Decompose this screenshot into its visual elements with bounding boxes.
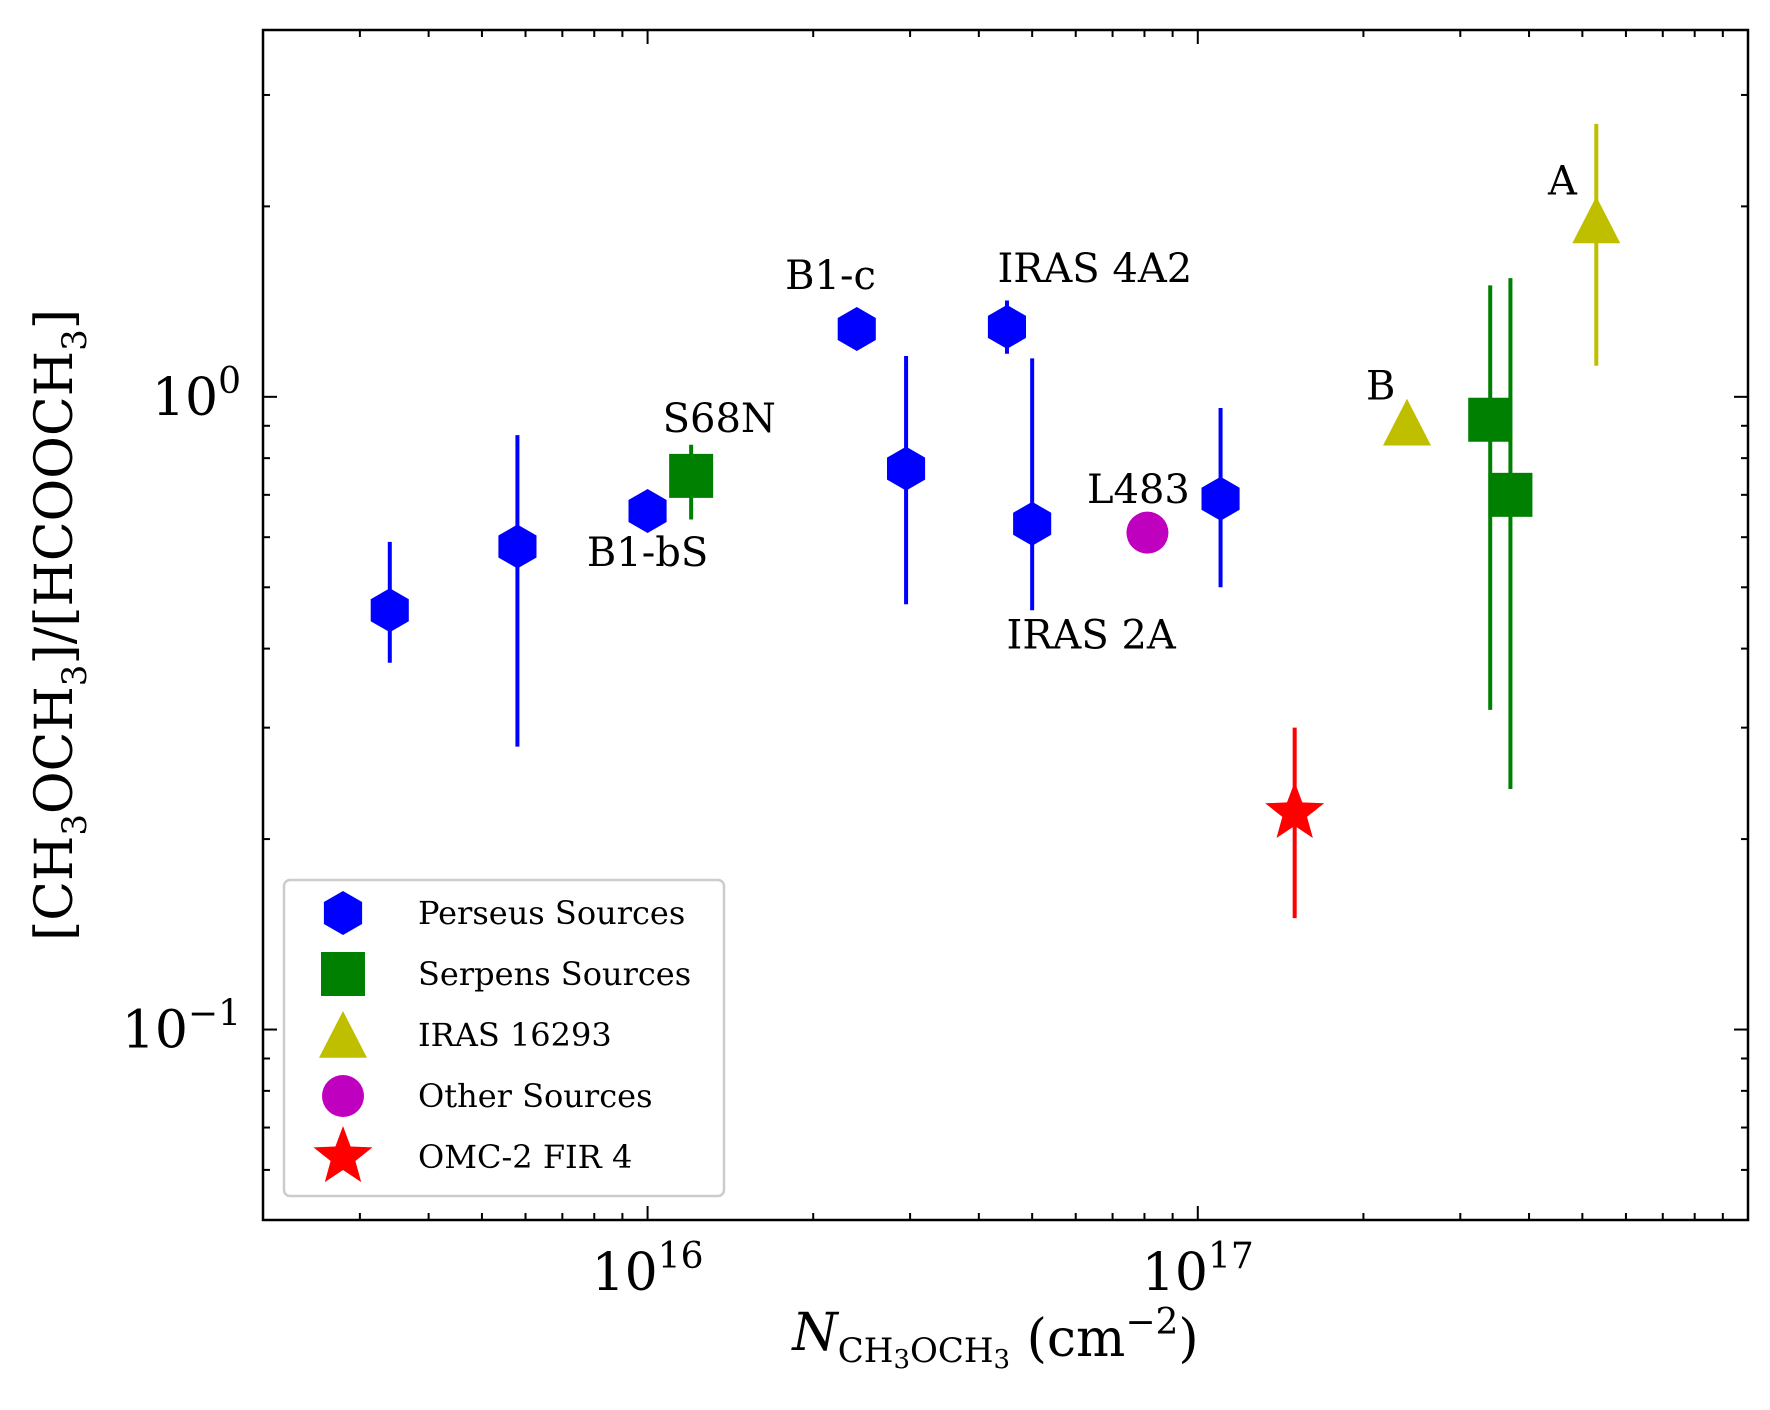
annotation-label: B: [1366, 364, 1395, 410]
serpens-sources-point: [669, 453, 714, 498]
legend-omc-2-fir-4-label: OMC-2 FIR 4: [418, 1138, 632, 1176]
perseus-sources-point: [628, 489, 667, 533]
x-axis-label: NCH3OCH3 (cm−2): [790, 1302, 1198, 1375]
legend-omc-2-fir-4-marker: [313, 1126, 373, 1183]
axis-tick-labels: 1016 1017 100 10−1: [122, 361, 1254, 1303]
y-axis-label: [CH3OCH3]/[HCOOCH3]: [25, 309, 95, 941]
omc-2-fir-4-point: [1265, 781, 1325, 838]
perseus-sources-point: [1201, 476, 1240, 521]
annotation-label: IRAS 4A2: [997, 246, 1192, 292]
legend-other-sources-marker: [322, 1075, 364, 1117]
x-tick-label: 1017: [1142, 1236, 1254, 1303]
perseus-sources-point: [887, 446, 926, 491]
annotation-label: S68N: [663, 396, 776, 442]
serpens-sources-point: [1488, 472, 1533, 517]
perseus-sources-point: [498, 524, 537, 569]
annotation-label: IRAS 2A: [1007, 613, 1177, 659]
legend-serpens-sources-label: Serpens Sources: [418, 955, 691, 993]
serpens-sources-point: [1468, 397, 1513, 442]
iras-16293-point: [1382, 398, 1431, 446]
perseus-sources-point: [987, 304, 1026, 349]
legend-other-sources-label: Other Sources: [418, 1077, 652, 1115]
annotation-label: B1-c: [785, 253, 876, 299]
legend-perseus-sources-label: Perseus Sources: [418, 894, 685, 932]
perseus-sources-point: [837, 307, 876, 351]
legend-perseus-sources-marker: [323, 891, 363, 935]
perseus-sources-point: [1013, 501, 1052, 546]
data-markers: [370, 196, 1621, 838]
annotation-label: B1-bS: [587, 530, 708, 576]
other-sources-point: [1126, 511, 1169, 554]
annotation-label: L483: [1087, 467, 1190, 513]
point-annotations: S68N B1-bS B1-c IRAS 4A2 IRAS 2A L483 B A: [587, 158, 1578, 658]
axis-labels: NCH3OCH3 (cm−2) [CH3OCH3]/[HCOOCH3]: [25, 309, 1199, 1375]
perseus-sources-point: [370, 588, 409, 633]
y-tick-label: 10−1: [122, 994, 241, 1061]
legend-iras-16293-label: IRAS 16293: [418, 1016, 612, 1054]
x-tick-label: 1016: [592, 1236, 704, 1303]
y-tick-label: 100: [152, 361, 241, 428]
legend-box: [282, 878, 726, 1198]
plot-frame: [261, 28, 1750, 1222]
legend-serpens-sources-marker: [321, 952, 365, 996]
legend: Perseus Sources Serpens Sources IRAS 16293…: [282, 878, 726, 1198]
annotation-label: A: [1547, 158, 1578, 204]
legend-iras-16293-marker: [319, 1011, 367, 1058]
iras-16293-point: [1572, 196, 1621, 244]
